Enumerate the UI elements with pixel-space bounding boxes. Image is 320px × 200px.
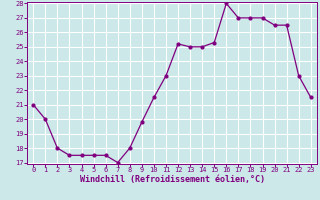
X-axis label: Windchill (Refroidissement éolien,°C): Windchill (Refroidissement éolien,°C)	[79, 175, 265, 184]
